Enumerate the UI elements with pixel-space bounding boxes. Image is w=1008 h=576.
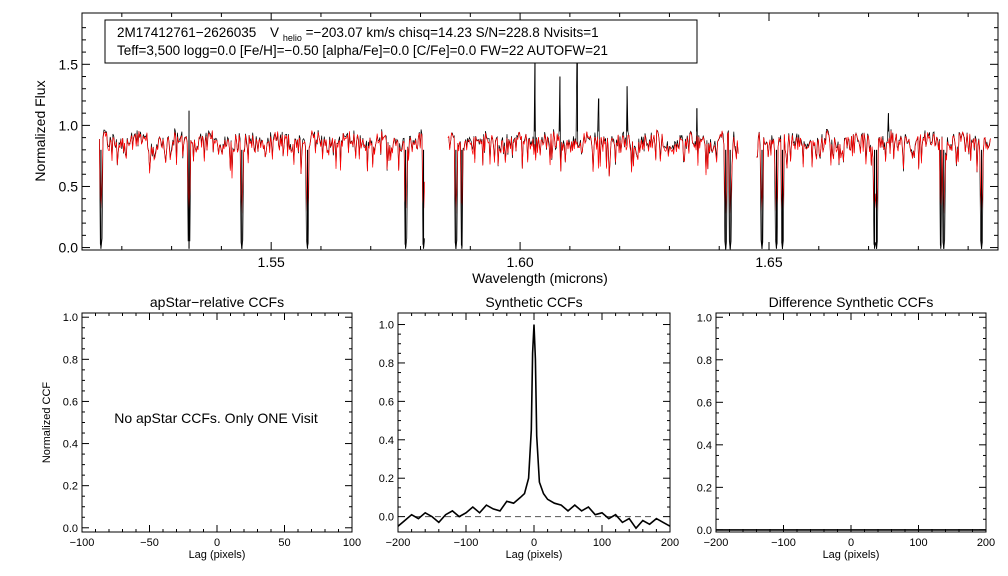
ccf-x-tick-label: −100 [70,537,95,549]
ccf-x-tick-label: 0 [531,537,537,549]
ccf-y-tick-label: 0.2 [697,482,712,494]
ccf-y-tick-label: 0.2 [379,473,394,485]
model-spectrum-green-chip [447,129,739,214]
ccf-y-tick-label: 0.2 [63,481,78,493]
ccf-y-tick-label: 0.0 [697,525,712,537]
model-spectrum-blue-chip [99,130,426,214]
ccf-y-tick-label: 0.4 [697,440,712,452]
ccf-series-synthetic-CCF [397,324,671,530]
ccf-panel-x-label: Lag (pixels) [189,549,246,561]
ccf-x-tick-label: −100 [771,537,796,549]
ccf-x-tick-label: −100 [454,537,479,549]
model-spectrum-red-chip [756,129,991,214]
ccf-y-tick-label: 0.6 [379,396,394,408]
ccf-x-tick-label: −50 [140,537,159,549]
ccf-y-tick-label: 0.8 [697,355,712,367]
star-id: 2M17412761−2626035 [117,25,256,40]
ccf-panel-title: apStar−relative CCFs [150,294,284,310]
spectrum-y-tick-label: 0.0 [59,240,79,256]
ccf-x-tick-label: −200 [386,537,411,549]
spectrum-panel: 1.55 1.60 1.65 0.0 0.5 1.0 1.5 Wavelength (mic… [32,12,999,286]
ccf-y-tick-label: 0.0 [379,512,394,524]
ccf-y-tick-label: 0.0 [63,523,78,535]
ccf-y-tick-label: 0.6 [697,397,712,409]
spectrum-y-tick-label: 1.0 [59,117,79,133]
parameters-line-2: Teff=3,500 logg=0.0 [Fe/H]=−0.50 [alpha/… [117,43,608,58]
parameters-line-1: 2M17412761−2626035 V helio =−203.07 km/s… [117,25,599,44]
ccf-panel-title: Synthetic CCFs [485,294,582,310]
velocity-subscript: helio [283,33,302,43]
ccf-x-tick-label: 100 [909,537,927,549]
parameters-box-frame [104,19,698,64]
ccf-panel-x-label: Lag (pixels) [823,549,880,561]
spectrum-x-label: Wavelength (microns) [472,270,608,286]
ccf-y-tick-label: 1.0 [63,312,78,324]
spectrum-axes: 1.55 1.60 1.65 0.0 0.5 1.0 1.5 [59,13,998,270]
spectrum-x-tick-label: 1.55 [258,254,285,270]
spectrum-y-label: Normalized Flux [32,80,48,181]
ccf-x-tick-label: 0 [848,537,854,549]
ccf-x-tick-label: −200 [704,537,729,549]
ccf-panel-3: Difference Synthetic CCFs Lag (pixels) −20… [697,294,995,561]
ccf-y-tick-label: 1.0 [697,312,712,324]
ccf-panel-2: Synthetic CCFs Lag (pixels) −200 −100 0 100 20… [379,294,679,561]
ccf-panel-title: Difference Synthetic CCFs [769,294,934,310]
ccf-x-tick-label: 200 [977,537,995,549]
spectrum-plot-area [99,49,991,251]
stellar-parameters-box: 2M17412761−2626035 V helio =−203.07 km/s… [104,19,698,64]
spectrum-frame [81,12,999,251]
spectrum-x-tick-label: 1.65 [755,254,782,270]
ccf-x-tick-label: 200 [661,537,679,549]
spectrum-x-tick-label: 1.60 [506,254,533,270]
ccf-x-tick-label: 100 [343,537,361,549]
ccf-panel-x-label: Lag (pixels) [506,549,563,561]
spectrum-y-tick-label: 0.5 [59,178,79,194]
ccf-x-tick-label: 100 [593,537,611,549]
ccf-y-tick-label: 0.8 [379,358,394,370]
ccf-y-tick-label: 1.0 [379,320,394,332]
spectrum-y-tick-label: 1.5 [59,56,79,72]
ccf-y-tick-label: 0.6 [63,396,78,408]
ccf-panels: apStar−relative CCFs Lag (pixels) Normaliz… [41,294,995,561]
velocity-and-fit-stats: =−203.07 km/s chisq=14.23 S/N=228.8 Nvis… [306,25,599,40]
ccf-panel-y-label: Normalized CCF [41,382,53,464]
ccf-panel-1: apStar−relative CCFs Lag (pixels) Normaliz… [41,294,361,561]
velocity-prefix: V [270,25,279,40]
ccf-panel-message: No apStar CCFs. Only ONE Visit [114,410,318,426]
ccf-y-tick-label: 0.8 [63,354,78,366]
ccf-y-tick-label: 0.4 [63,439,78,451]
ccf-x-tick-label: 50 [278,537,290,549]
ccf-y-tick-label: 0.4 [379,435,394,447]
ccf-x-tick-label: 0 [214,537,220,549]
